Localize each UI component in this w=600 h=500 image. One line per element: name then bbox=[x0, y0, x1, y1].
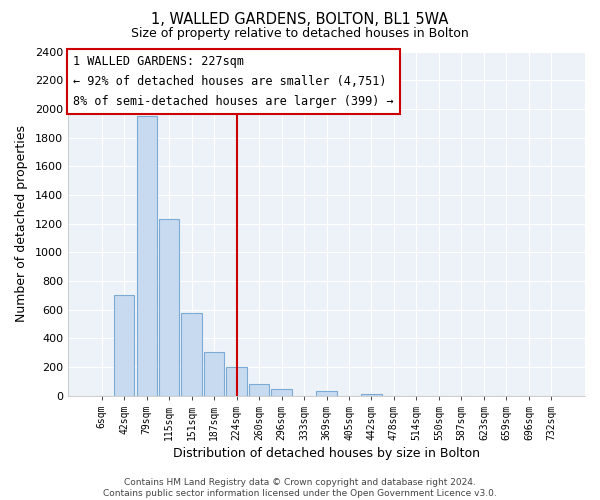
Bar bbox=[159, 220, 179, 396]
Bar bbox=[316, 391, 337, 396]
Text: 1 WALLED GARDENS: 227sqm
← 92% of detached houses are smaller (4,751)
8% of semi: 1 WALLED GARDENS: 227sqm ← 92% of detach… bbox=[73, 55, 394, 108]
Text: Contains HM Land Registry data © Crown copyright and database right 2024.
Contai: Contains HM Land Registry data © Crown c… bbox=[103, 478, 497, 498]
Bar bbox=[271, 390, 292, 396]
Text: 1, WALLED GARDENS, BOLTON, BL1 5WA: 1, WALLED GARDENS, BOLTON, BL1 5WA bbox=[151, 12, 449, 28]
Bar bbox=[226, 367, 247, 396]
Y-axis label: Number of detached properties: Number of detached properties bbox=[15, 125, 28, 322]
Bar bbox=[114, 296, 134, 396]
Bar bbox=[204, 352, 224, 396]
Text: Size of property relative to detached houses in Bolton: Size of property relative to detached ho… bbox=[131, 28, 469, 40]
Bar bbox=[181, 314, 202, 396]
Bar bbox=[137, 116, 157, 396]
X-axis label: Distribution of detached houses by size in Bolton: Distribution of detached houses by size … bbox=[173, 447, 480, 460]
Bar bbox=[249, 384, 269, 396]
Bar bbox=[361, 394, 382, 396]
